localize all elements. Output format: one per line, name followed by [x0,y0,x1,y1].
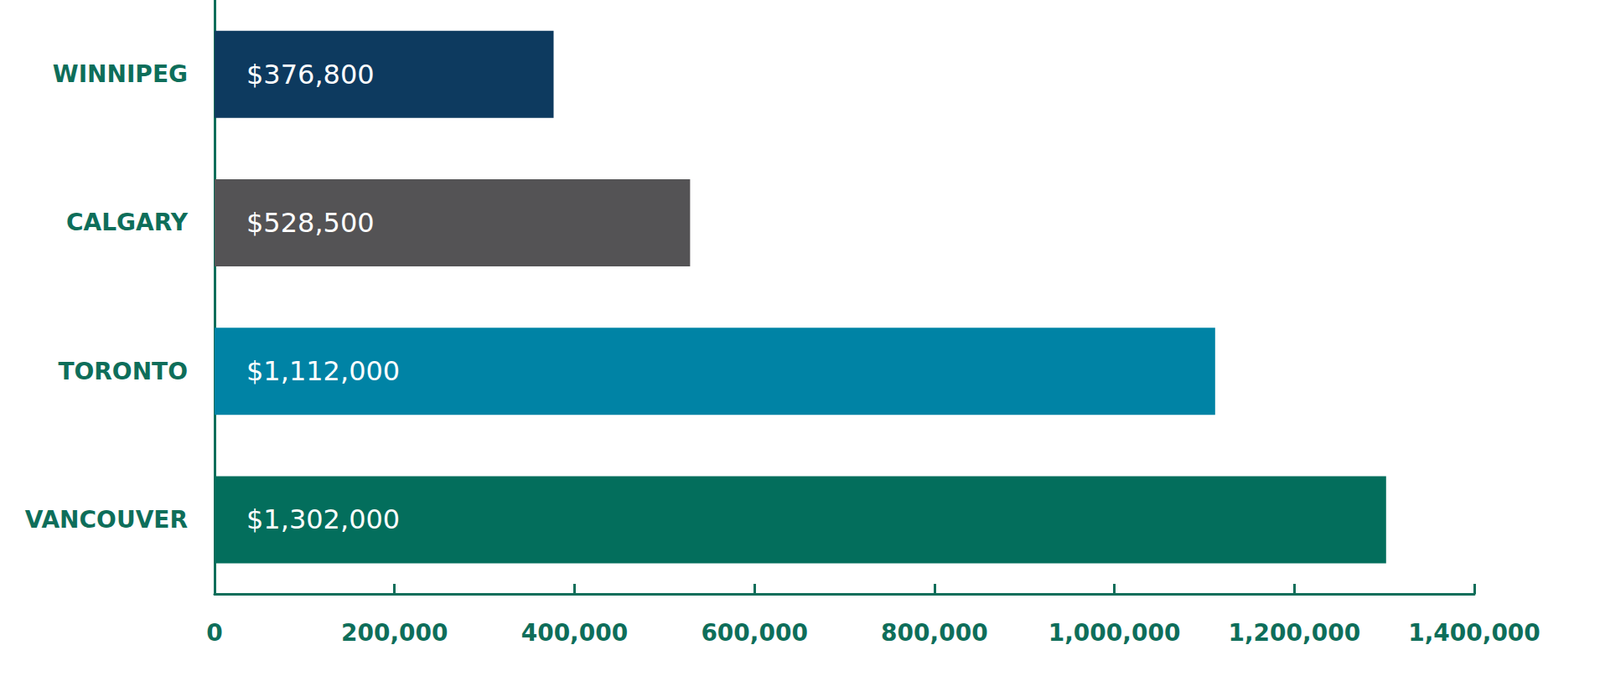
svg-text:TORONTO: TORONTO [57,357,188,386]
svg-text:CALGARY: CALGARY [66,208,189,237]
svg-text:800,000: 800,000 [880,619,989,648]
svg-text:$1,112,000: $1,112,000 [246,355,400,388]
svg-text:200,000: 200,000 [341,619,449,648]
svg-text:0: 0 [206,619,223,648]
svg-text:400,000: 400,000 [521,619,629,648]
svg-text:1,200,000: 1,200,000 [1227,619,1361,648]
svg-text:1,000,000: 1,000,000 [1048,619,1181,648]
svg-text:1,400,000: 1,400,000 [1408,619,1541,648]
svg-text:WINNIPEG: WINNIPEG [52,60,188,89]
svg-text:600,000: 600,000 [700,619,808,648]
svg-text:$528,500: $528,500 [246,207,375,239]
svg-text:$1,302,000: $1,302,000 [246,503,400,536]
svg-text:VANCOUVER: VANCOUVER [25,506,188,534]
svg-text:$376,800: $376,800 [246,58,375,91]
